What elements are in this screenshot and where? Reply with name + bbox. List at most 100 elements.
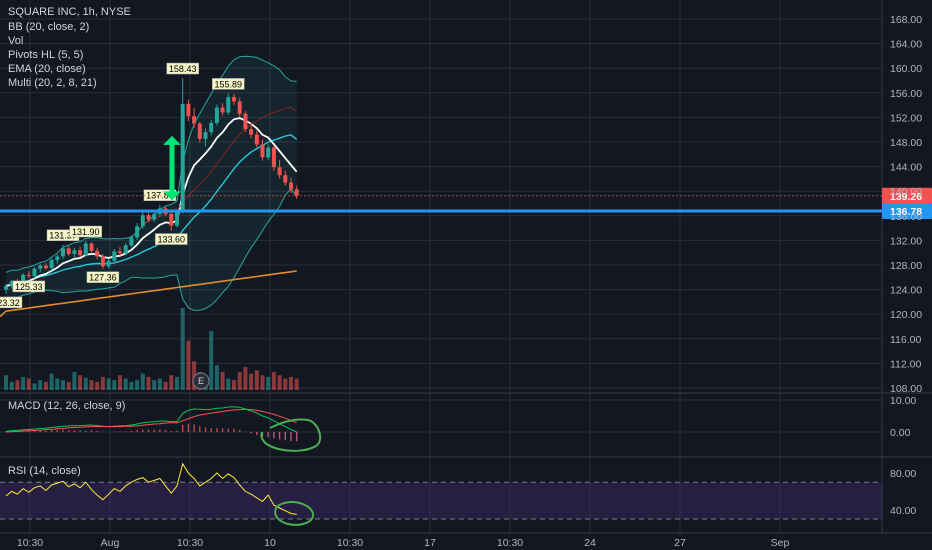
volume-bar [226, 378, 231, 390]
volume-bar [72, 371, 77, 390]
candle-body [175, 212, 179, 226]
rsi-pane[interactable]: 80.00 40.00 [0, 462, 916, 526]
candle-body [186, 103, 191, 117]
candle-body [112, 251, 117, 261]
time-tick-label: 10:30 [497, 537, 523, 549]
volume-bar [186, 340, 191, 390]
volume-bar [78, 375, 83, 390]
volume-bar [123, 378, 128, 390]
legend-bb[interactable]: BB (20, close, 2) [8, 21, 89, 33]
legend-pivots[interactable]: Pivots HL (5, 5) [8, 49, 83, 61]
legend-rsi[interactable]: RSI (14, close) [8, 465, 81, 477]
candle-body [232, 97, 236, 102]
pivot-label: 125.33 [15, 282, 43, 292]
volume-bar [271, 371, 276, 390]
time-tick-label: 27 [674, 537, 686, 549]
time-tick-label: 24 [584, 537, 596, 549]
candle-body [209, 122, 214, 133]
pivot-label: 131.37 [49, 231, 77, 241]
price-tick-label: 108.00 [890, 383, 922, 395]
support-price-tag [882, 203, 932, 220]
macd-tick-label: 10.00 [890, 395, 916, 407]
macd-tick-label: 0.00 [890, 427, 911, 439]
price-axis[interactable]: 168.00 164.00 160.00 156.00 152.00 148.00 144.… [890, 14, 922, 395]
price-tick-label: 152.00 [890, 112, 922, 124]
ema-line [5, 117, 298, 287]
pivot-label: 133.60 [158, 235, 186, 245]
volume-bar [135, 380, 140, 390]
volume-bar [83, 377, 88, 390]
candle-body [83, 243, 88, 256]
candle-body [21, 274, 26, 285]
candle-body [106, 260, 111, 267]
pivot-label: 158.43 [169, 64, 197, 74]
price-tick-label: 140.00 [890, 186, 922, 198]
volume-bar [277, 375, 282, 390]
volume-bar [152, 380, 157, 390]
price-tick-label: 168.00 [890, 14, 922, 26]
volume-bar [243, 367, 248, 390]
candle-body [95, 250, 100, 257]
volume-bar [140, 373, 145, 390]
volume-bar [169, 375, 174, 390]
volume-bar [209, 330, 214, 390]
pivot-label-box [0, 296, 23, 309]
volume-bar [214, 365, 219, 390]
legend-ema[interactable]: EMA (20, close) [8, 63, 86, 75]
candle-body [249, 129, 254, 135]
candle-body [277, 167, 282, 176]
volume-bar [32, 383, 37, 390]
candle-body [294, 189, 299, 196]
candle-body [89, 243, 94, 251]
volume-bar [89, 380, 94, 390]
pivot-label: 155.89 [215, 79, 243, 89]
volume-bar [95, 381, 100, 390]
candle-body [32, 268, 37, 277]
candlesticks[interactable] [4, 78, 299, 294]
macd-annotation-circle [260, 418, 322, 452]
pivot-label-box [155, 233, 188, 245]
candle-body [214, 107, 219, 123]
legend-macd[interactable]: MACD (12, 26, close, 9) [8, 400, 125, 412]
candle-body [283, 175, 288, 183]
candle-body [260, 144, 265, 158]
price-tick-label: 160.00 [890, 63, 922, 75]
candle-body [180, 103, 185, 213]
time-axis[interactable]: 10:30 Aug 10:30 10 10:30 17 10:30 24 27 Sep [17, 537, 790, 549]
volume-bar [100, 376, 105, 390]
pivot-label: 137.80 [146, 191, 174, 201]
bollinger-bands [5, 55, 298, 311]
price-tick-label: 164.00 [890, 39, 922, 51]
pivot-label: 131.90 [72, 227, 100, 237]
candle-body [55, 256, 60, 261]
price-tick-label: 124.00 [890, 285, 922, 297]
annotations: 139.26 136.78 [0, 135, 932, 390]
candle-body [226, 97, 231, 113]
volume-bar [15, 380, 20, 390]
volume-bars [4, 308, 299, 390]
volume-bar [157, 378, 162, 390]
volume-bar [232, 380, 236, 390]
legend-multi[interactable]: Multi (20, 2, 8, 21) [8, 77, 97, 89]
volume-bar [66, 381, 71, 390]
volume-bar [129, 381, 134, 390]
pivot-label-box [69, 225, 103, 238]
price-tick-label: 116.00 [890, 334, 921, 346]
candle-body [243, 113, 248, 130]
rsi-band [0, 482, 882, 519]
pivot-label-box [166, 62, 199, 75]
bb-fill [6, 56, 297, 311]
pivot-label: 123.32 [0, 298, 20, 308]
legend-vol[interactable]: Vol [8, 35, 23, 47]
candle-body [129, 237, 134, 246]
volume-bar [21, 376, 26, 390]
macd-pane[interactable]: 10.00 0.00 [0, 395, 916, 452]
candle-body [123, 245, 128, 254]
volume-bar [266, 376, 271, 390]
pivot-label: 127.36 [89, 273, 117, 283]
volume-bar [49, 373, 54, 390]
volume-bar [146, 376, 151, 390]
time-tick-label: 17 [424, 537, 436, 549]
